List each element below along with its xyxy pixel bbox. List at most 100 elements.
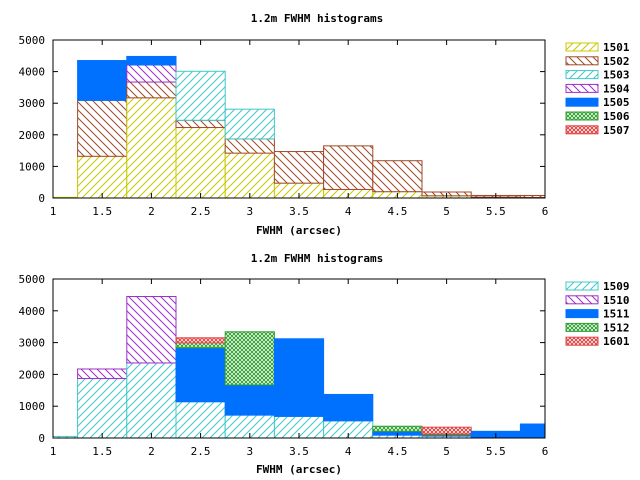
x-tick-label: 4 xyxy=(345,445,352,458)
legend-swatch-1507 xyxy=(565,125,599,135)
bar-1509-bin-2.5 xyxy=(175,401,226,438)
bar-1511-bin-3 xyxy=(224,384,275,416)
x-tick-label: 6 xyxy=(542,205,549,218)
bar-1502-bin-4 xyxy=(323,145,374,190)
legend-label-1501: 1501 xyxy=(603,41,630,54)
x-tick-label: 3 xyxy=(246,205,253,218)
bar-1502-bin-2 xyxy=(126,81,177,99)
x-tick-label: 2.5 xyxy=(191,205,211,218)
bars xyxy=(53,295,545,438)
y-tick-label: 2000 xyxy=(19,129,46,142)
bar-1512-bin-4.5 xyxy=(372,425,423,432)
y-tick-label: 5000 xyxy=(19,34,46,47)
y-tick-label: 0 xyxy=(38,432,45,445)
legend-label-1502: 1502 xyxy=(603,55,630,68)
legend-label-1503: 1503 xyxy=(603,69,630,82)
legend-label-1510: 1510 xyxy=(603,294,630,307)
x-tick-label: 3.5 xyxy=(289,205,309,218)
bars xyxy=(53,55,545,198)
bar-1503-bin-2.5 xyxy=(175,70,226,121)
bar-1601-bin-2.5 xyxy=(175,337,226,344)
x-tick-label: 1.5 xyxy=(92,445,112,458)
x-tick-label: 2 xyxy=(148,205,155,218)
legend-label-1506: 1506 xyxy=(603,110,630,123)
bar-1512-bin-3 xyxy=(224,331,275,386)
x-tick-label: 4 xyxy=(345,205,352,218)
y-tick-label: 4000 xyxy=(19,305,46,318)
chart-title: 1.2m FWHM histograms xyxy=(251,12,383,25)
bar-1501-bin-1.5 xyxy=(77,155,128,198)
x-tick-label: 3.5 xyxy=(289,445,309,458)
legend-swatch-1505 xyxy=(565,97,599,107)
bar-1501-bin-2.5 xyxy=(175,127,226,198)
bar-1512-bin-2.5 xyxy=(175,342,226,349)
bar-1501-bin-2 xyxy=(126,97,177,198)
x-tick-label: 5.5 xyxy=(486,205,506,218)
bar-1502-bin-2.5 xyxy=(175,119,226,129)
legend-swatch-1506 xyxy=(565,111,599,121)
x-tick-label: 1 xyxy=(50,205,57,218)
bar-1504-bin-2 xyxy=(126,64,177,83)
legend-swatch-1511 xyxy=(565,309,599,319)
x-tick-label: 5 xyxy=(443,205,450,218)
bar-1509-bin-1.5 xyxy=(77,378,128,438)
bar-1511-bin-3.5 xyxy=(273,338,325,417)
legend-swatch-1503 xyxy=(565,70,599,80)
legend-label-1512: 1512 xyxy=(603,321,630,334)
legend-swatch-1501 xyxy=(565,42,599,52)
legend-label-1505: 1505 xyxy=(603,96,630,109)
histogram-panel-2: 1.2m FWHM histograms 0 1000 2000 3000 4000 500… xyxy=(19,252,630,476)
bar-1510-bin-2 xyxy=(126,295,177,364)
bar-1502-bin-3 xyxy=(224,138,275,154)
x-tick-label: 1.5 xyxy=(92,205,112,218)
x-tick-label: 3 xyxy=(246,445,253,458)
y-tick-label: 1000 xyxy=(19,160,46,173)
x-tick-label: 2.5 xyxy=(191,445,211,458)
x-tick-label: 4.5 xyxy=(387,445,407,458)
bar-1509-bin-2 xyxy=(126,362,177,438)
bar-1505-bin-1.5 xyxy=(77,60,128,101)
x-tick-label: 2 xyxy=(148,445,155,458)
legend-label-1509: 1509 xyxy=(603,280,630,293)
x-tick-label: 5.5 xyxy=(486,445,506,458)
x-tick-label: 5 xyxy=(443,445,450,458)
legend-swatch-1504 xyxy=(565,83,599,93)
bar-1510-bin-1.5 xyxy=(77,368,128,380)
bar-1511-bin-2.5 xyxy=(175,347,226,403)
x-axis-label: FWHM (arcsec) xyxy=(256,463,342,476)
bar-1511-bin-6 xyxy=(519,423,545,438)
bar-1502-bin-3.5 xyxy=(273,151,325,184)
legend-label-1601: 1601 xyxy=(603,335,630,348)
y-tick-label: 4000 xyxy=(19,66,46,79)
x-tick-label: 6 xyxy=(542,445,549,458)
histogram-panel-1: 1.2m FWHM histograms 0 1000 2000 3000 4000 500… xyxy=(19,12,630,237)
chart-title: 1.2m FWHM histograms xyxy=(251,252,383,265)
legend-label-1507: 1507 xyxy=(603,124,630,137)
legend-swatch-1509 xyxy=(565,281,599,291)
y-tick-label: 1000 xyxy=(19,400,46,413)
y-tick-label: 3000 xyxy=(19,337,46,350)
bar-1511-bin-4 xyxy=(323,393,374,422)
y-tick-label: 5000 xyxy=(19,273,46,286)
bar-1505-bin-2 xyxy=(126,55,177,66)
y-tick-label: 3000 xyxy=(19,97,46,110)
bar-1502-bin-1.5 xyxy=(77,99,128,157)
bar-1503-bin-3 xyxy=(224,108,275,140)
x-tick-label: 1 xyxy=(50,445,57,458)
x-axis-label: FWHM (arcsec) xyxy=(256,224,342,237)
legend-swatch-1601 xyxy=(565,336,599,346)
legend-swatch-1510 xyxy=(565,295,599,305)
y-tick-label: 0 xyxy=(38,192,45,205)
x-tick-label: 4.5 xyxy=(387,205,407,218)
legend-swatch-1512 xyxy=(565,322,599,332)
bar-1502-bin-4.5 xyxy=(372,160,423,193)
bar-1502-bin-6 xyxy=(519,194,545,198)
bar-1501-bin-3 xyxy=(224,152,275,198)
y-tick-label: 2000 xyxy=(19,368,46,381)
legend-label-1511: 1511 xyxy=(603,308,630,321)
legend-swatch-1502 xyxy=(565,56,599,66)
legend-label-1504: 1504 xyxy=(603,82,630,95)
